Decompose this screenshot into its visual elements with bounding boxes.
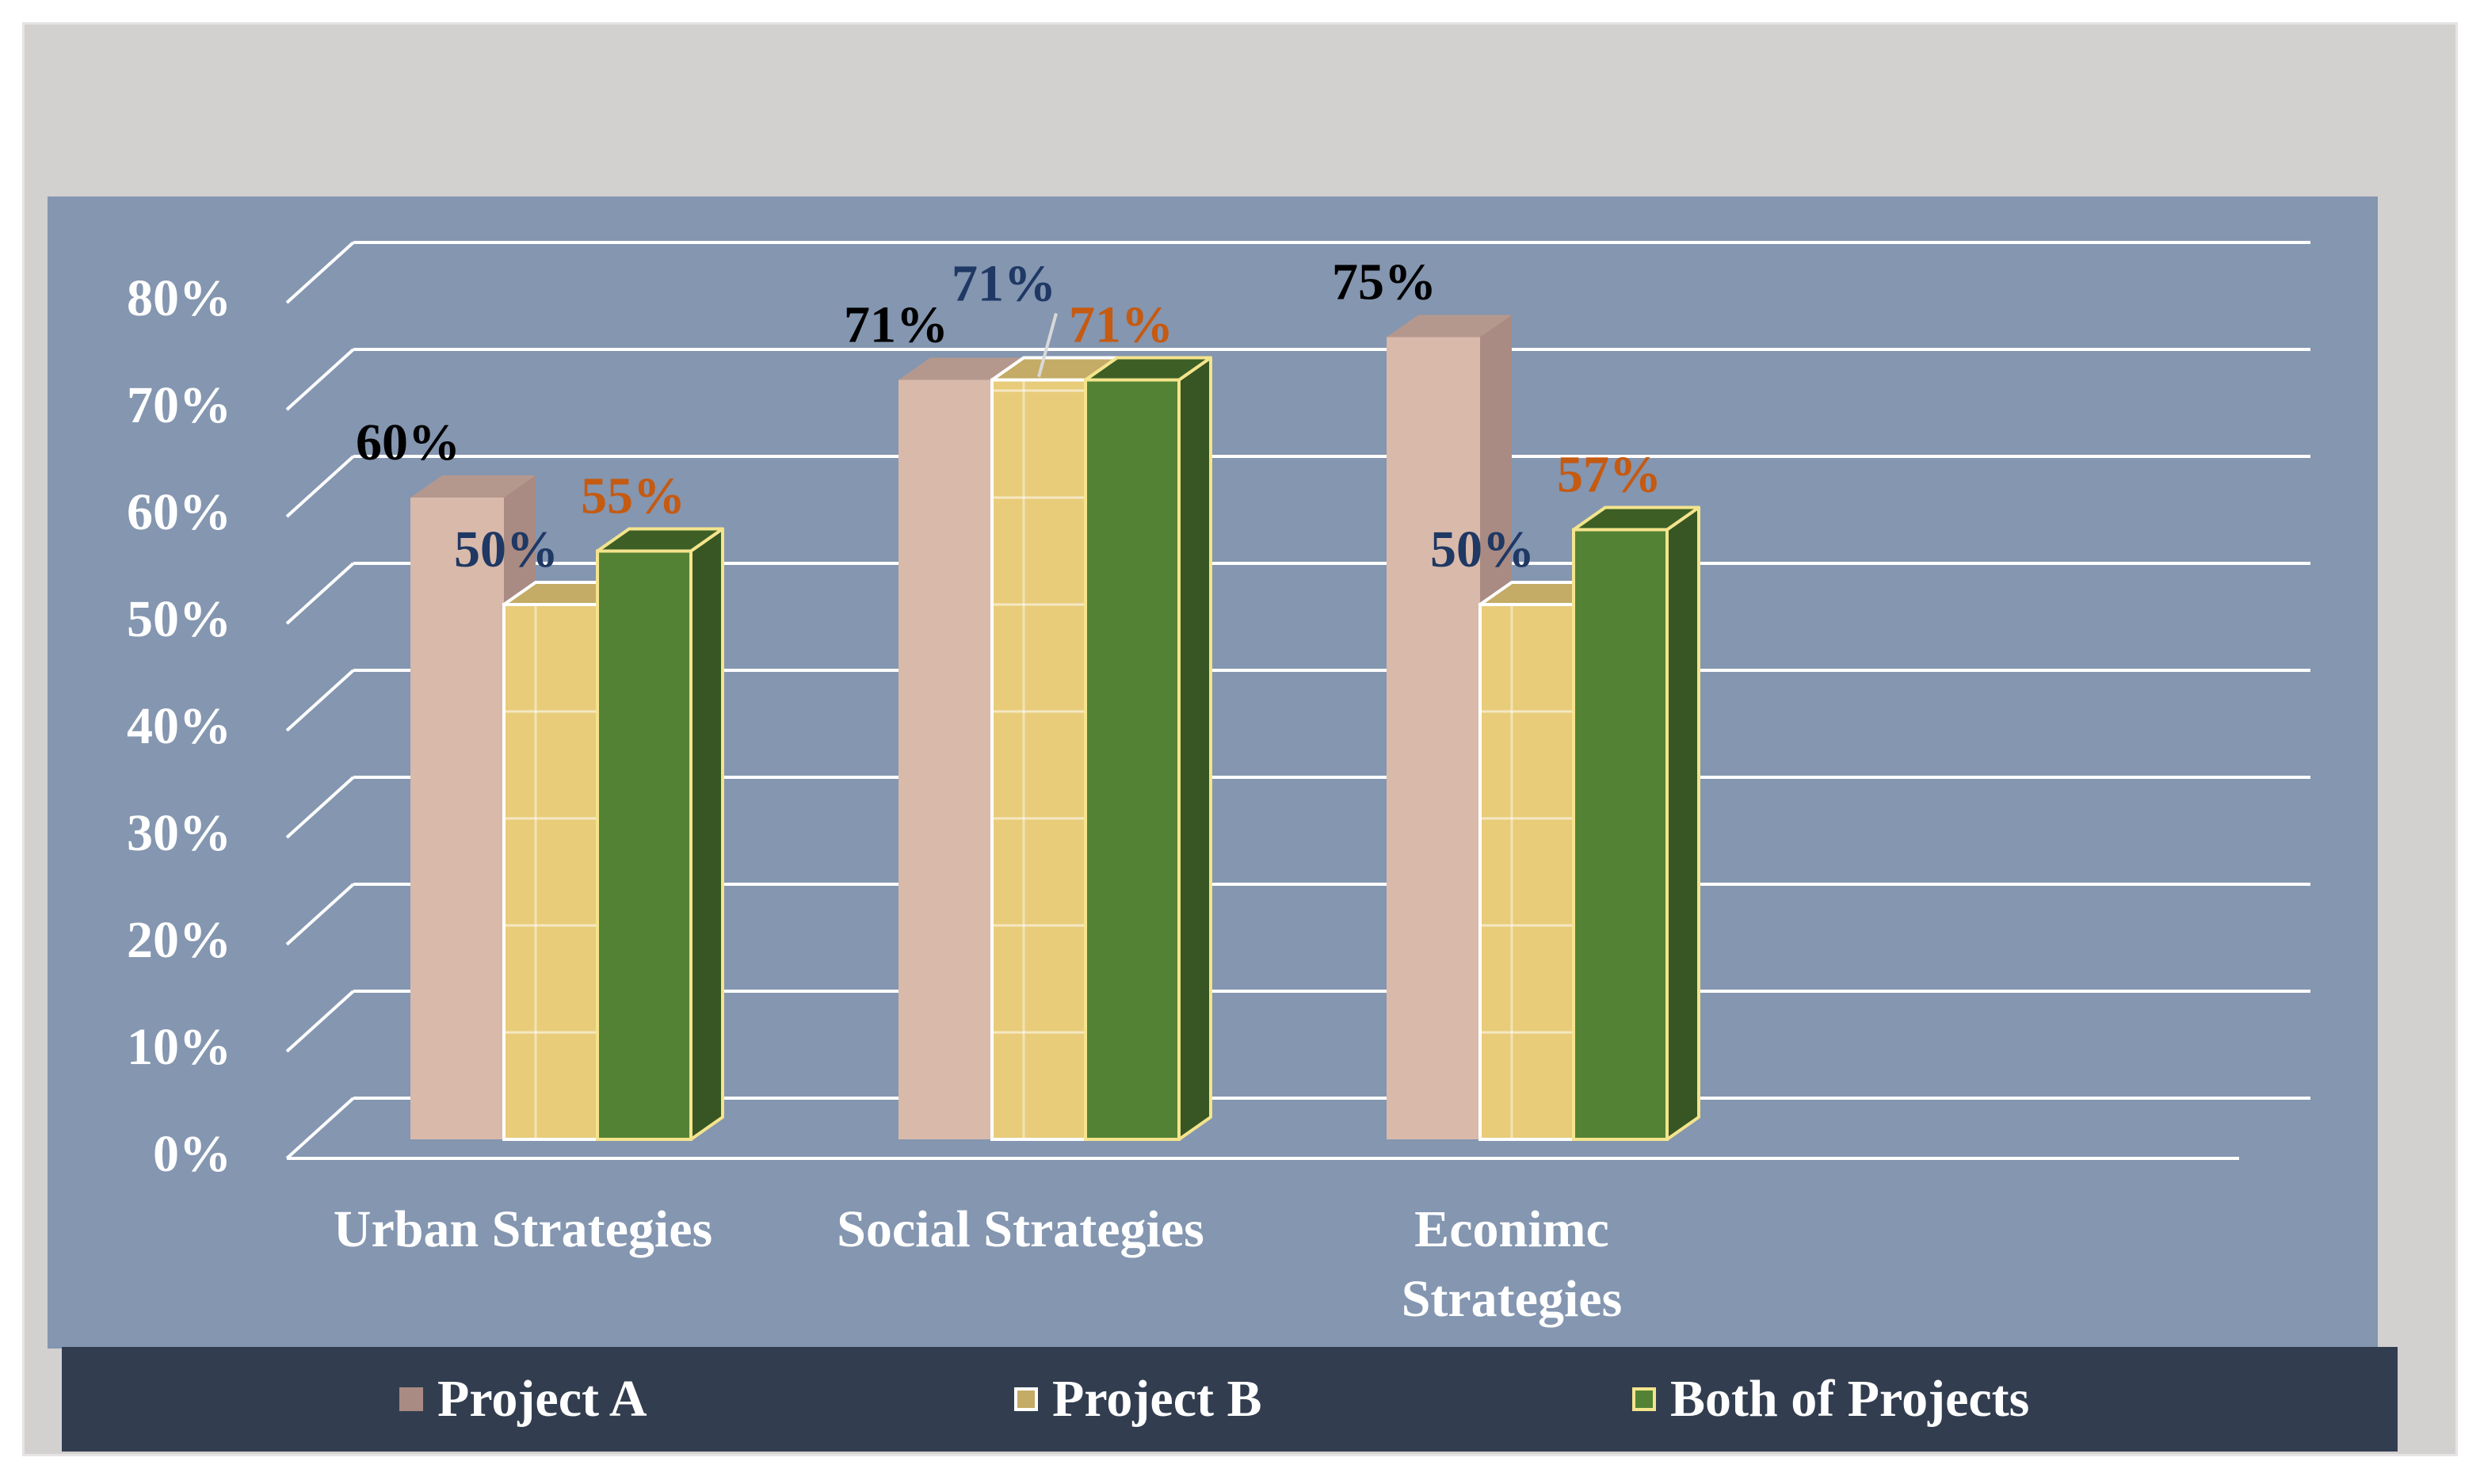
bar-both-of-projects-urban-strategies-side bbox=[689, 527, 724, 1141]
legend-swatch-project-b bbox=[1014, 1387, 1038, 1411]
data-label-project-a-social-strategies: 71% bbox=[844, 296, 948, 354]
legend-swatch-project-a bbox=[399, 1387, 423, 1411]
y-tick-label-40: 40% bbox=[127, 697, 231, 755]
legend-item-project-a: Project A bbox=[399, 1347, 647, 1452]
bar-both-of-projects-social-strategies bbox=[1084, 378, 1181, 1141]
bar-both-of-projects-social-strategies-side bbox=[1177, 356, 1212, 1141]
data-label-both-of-projects-social-strategies: 71% bbox=[1069, 296, 1173, 354]
bar-project-a-urban-strategies bbox=[410, 498, 504, 1139]
gridline-side-60 bbox=[285, 455, 355, 518]
data-label-project-b-social-strategies: 71% bbox=[952, 255, 1056, 313]
y-tick-label-20: 20% bbox=[127, 911, 231, 969]
legend-label-both-of-projects: Both of Projects bbox=[1670, 1370, 2030, 1428]
y-tick-label-80: 80% bbox=[127, 269, 231, 327]
x-tick-label-urban-strategies: Urban Strategies bbox=[334, 1200, 712, 1258]
gridline-side-10 bbox=[285, 990, 355, 1053]
bar-project-a-econimc-strategies-top bbox=[1387, 315, 1512, 338]
gridline-side-50 bbox=[285, 562, 355, 625]
x-tick-label-econimc-strategies-line-1: Econimc bbox=[1414, 1200, 1609, 1258]
legend: Project A Project B Both of Projects bbox=[62, 1347, 2398, 1452]
legend-swatch-both-of-projects bbox=[1632, 1387, 1656, 1411]
x-axis-ticks: Urban Strategies Social Strategies Econimc… bbox=[334, 1200, 1623, 1328]
bar-project-a-econimc-strategies bbox=[1387, 337, 1480, 1139]
data-label-project-a-urban-strategies: 60% bbox=[356, 414, 460, 471]
y-tick-label-50: 50% bbox=[127, 590, 231, 648]
gridline-side-70 bbox=[285, 348, 355, 411]
legend-label-project-a: Project A bbox=[437, 1370, 647, 1428]
bars bbox=[410, 315, 1700, 1141]
bar-project-b-econimc-strategies bbox=[1478, 603, 1575, 1141]
bar-project-b-urban-strategies bbox=[502, 603, 599, 1141]
data-label-project-a-econimc-strategies: 75% bbox=[1332, 254, 1436, 311]
legend-item-project-b: Project B bbox=[1014, 1347, 1261, 1452]
data-label-project-b-urban-strategies: 50% bbox=[454, 521, 559, 578]
gridline-side-40 bbox=[285, 669, 355, 732]
data-label-project-b-econimc-strategies: 50% bbox=[1430, 521, 1535, 578]
bar-project-a-social-strategies-top bbox=[899, 357, 1024, 380]
bar-both-of-projects-urban-strategies bbox=[596, 549, 692, 1141]
x-tick-label-social-strategies: Social Strategies bbox=[837, 1200, 1204, 1258]
legend-item-both-of-projects: Both of Projects bbox=[1632, 1347, 2029, 1452]
bar-project-b-social-strategies bbox=[990, 378, 1087, 1141]
legend-label-project-b: Project B bbox=[1052, 1370, 1262, 1428]
data-label-both-of-projects-urban-strategies: 55% bbox=[581, 467, 685, 525]
bar-project-a-urban-strategies-top bbox=[410, 475, 536, 498]
y-tick-label-0: 0% bbox=[153, 1125, 231, 1183]
gridline-side-80 bbox=[285, 241, 355, 304]
gridline-side-30 bbox=[285, 776, 355, 839]
leader-line-project-b-social-strategies bbox=[1037, 312, 1058, 378]
y-tick-label-60: 60% bbox=[127, 483, 231, 541]
data-label-both-of-projects-econimc-strategies: 57% bbox=[1557, 446, 1662, 504]
bar-project-a-social-strategies bbox=[899, 380, 992, 1139]
y-tick-label-70: 70% bbox=[127, 376, 231, 434]
bar-both-of-projects-econimc-strategies bbox=[1572, 528, 1669, 1141]
y-tick-label-10: 10% bbox=[127, 1018, 231, 1076]
bar-both-of-projects-econimc-strategies-side bbox=[1665, 505, 1700, 1141]
y-axis-ticks: 0% 10% 20% 30% 40% 50% 60% 70% 80% bbox=[127, 269, 231, 1183]
gridline-side-20 bbox=[285, 883, 355, 946]
y-tick-label-30: 30% bbox=[127, 804, 231, 862]
gridline-side-0 bbox=[285, 1097, 355, 1160]
x-tick-label-econimc-strategies-line-2: Strategies bbox=[1402, 1270, 1623, 1328]
data-labels: 60%50%55%71%71%71%75%50%57% bbox=[356, 254, 1662, 579]
